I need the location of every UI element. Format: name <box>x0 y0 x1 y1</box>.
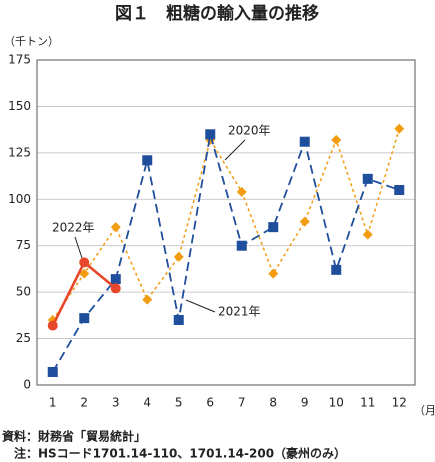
y-tick-label: 175 <box>8 53 31 67</box>
marker <box>299 136 310 147</box>
marker <box>362 229 373 240</box>
annotation-label: 2022年 <box>52 221 95 235</box>
marker <box>79 268 90 279</box>
marker <box>299 216 310 227</box>
y-tick-label: 0 <box>23 378 31 392</box>
series-line <box>52 128 400 321</box>
x-tick-label: 7 <box>238 396 246 410</box>
marker <box>236 186 247 197</box>
marker <box>331 134 342 145</box>
marker <box>142 294 153 305</box>
x-tick-label: 2 <box>80 396 88 410</box>
x-tick-label: 12 <box>392 396 407 410</box>
marker <box>236 240 247 251</box>
series-line <box>51 134 400 373</box>
y-tick-label: 50 <box>16 285 31 299</box>
annotation-label: 2020年 <box>228 124 271 138</box>
annotation-leader <box>224 139 246 161</box>
marker <box>47 320 58 331</box>
x-tick-label: 8 <box>269 396 277 410</box>
annotation-label: 2021年 <box>218 305 261 319</box>
marker <box>110 283 121 294</box>
x-tick-label: 10 <box>329 396 344 410</box>
x-tick-label: 3 <box>112 396 120 410</box>
y-axis-label: （千トン） <box>4 35 59 48</box>
x-tick-label: 1 <box>49 396 57 410</box>
x-tick-label: 11 <box>360 396 375 410</box>
annotation-leader <box>74 236 83 259</box>
marker <box>394 185 405 195</box>
annotation-bg <box>216 304 262 320</box>
y-tick-label: 150 <box>8 99 31 113</box>
marker <box>394 123 405 134</box>
note: 注：HSコード1701.14-110、1701.14-200（豪州のみ） <box>14 446 346 461</box>
marker <box>173 251 184 262</box>
marker <box>331 264 342 275</box>
marker <box>268 222 279 233</box>
marker <box>362 173 373 184</box>
x-tick-label: 5 <box>175 396 183 410</box>
marker <box>47 367 58 377</box>
annotation-bg <box>226 123 272 139</box>
marker <box>268 268 279 279</box>
x-axis-label: （月） <box>414 404 435 417</box>
marker <box>205 129 216 140</box>
marker <box>79 257 90 268</box>
marker <box>173 315 184 325</box>
y-tick-label: 100 <box>8 192 31 206</box>
y-tick-label: 25 <box>16 331 31 345</box>
x-tick-label: 4 <box>143 396 151 410</box>
marker <box>142 155 153 166</box>
x-tick-label: 6 <box>206 396 214 410</box>
source: 資料：財務省「貿易統計」 <box>2 429 146 444</box>
x-tick-label: 9 <box>301 396 309 410</box>
marker <box>110 274 121 285</box>
annotation-bg <box>50 220 96 236</box>
y-tick-label: 75 <box>16 238 31 252</box>
marker <box>79 313 90 324</box>
marker <box>110 222 121 233</box>
plot-frame <box>36 59 416 386</box>
chart-title: 図１ 粗糖の輸入量の推移 <box>115 3 319 24</box>
y-tick-label: 125 <box>8 145 31 159</box>
annotation-leader <box>185 299 216 313</box>
